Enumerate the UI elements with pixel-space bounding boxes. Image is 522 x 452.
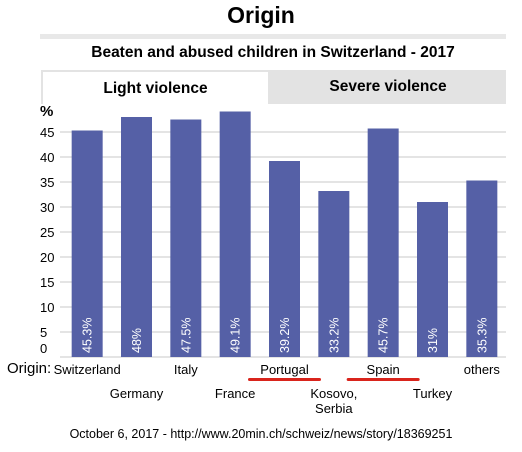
- tab-light-violence[interactable]: Light violence: [41, 70, 270, 104]
- y-tick-label: 0: [40, 341, 47, 356]
- x-category-label: Spain: [367, 362, 400, 377]
- x-category-label: others: [464, 362, 501, 377]
- x-category-label: France: [215, 386, 255, 401]
- x-category-label: Germany: [110, 386, 164, 401]
- y-tick-label: 40: [40, 150, 54, 165]
- bar-value-label: 47.5%: [179, 318, 193, 353]
- x-category-label: Switzerland: [54, 362, 121, 377]
- source-footer: October 6, 2017 - http://www.20min.ch/sc…: [69, 427, 453, 441]
- x-category-label: Serbia: [315, 401, 353, 416]
- title-divider: [40, 34, 506, 39]
- bar-value-label: 45.7%: [377, 318, 391, 353]
- y-tick-label: 45: [40, 125, 54, 140]
- x-category-label: Italy: [174, 362, 198, 377]
- bar-value-label: 39.2%: [278, 318, 292, 353]
- y-tick-label: 35: [40, 175, 54, 190]
- y-tick-label: 30: [40, 200, 54, 215]
- x-category-label: Turkey: [413, 386, 453, 401]
- bar: [121, 117, 152, 357]
- y-tick-label: 10: [40, 300, 54, 315]
- tab-severe-violence[interactable]: Severe violence: [270, 70, 506, 104]
- bar-value-label: 48%: [130, 328, 144, 353]
- y-tick-label: 25: [40, 225, 54, 240]
- bar: [71, 130, 103, 357]
- chart-title: Origin: [227, 2, 295, 28]
- bar: [170, 119, 202, 357]
- bar-value-label: 35.3%: [475, 318, 489, 353]
- x-axis-prefix-label: Origin:: [7, 360, 52, 377]
- bar: [367, 128, 399, 357]
- bar-value-label: 33.2%: [327, 318, 341, 353]
- bar: [219, 111, 251, 357]
- y-axis-unit-label: %: [40, 103, 54, 120]
- bar: [269, 161, 300, 357]
- chart-subtitle: Beaten and abused children in Switzerlan…: [91, 44, 455, 61]
- bar: [318, 191, 350, 357]
- bar-value-label: 45.3%: [81, 318, 95, 353]
- x-category-label: Kosovo,: [310, 386, 357, 401]
- y-tick-label: 15: [40, 275, 54, 290]
- bar: [466, 180, 498, 357]
- bar: [417, 202, 448, 357]
- y-tick-label: 5: [40, 325, 47, 340]
- bar-value-label: 31%: [426, 328, 440, 353]
- x-category-label: Portugal: [260, 362, 309, 377]
- y-tick-label: 20: [40, 250, 54, 265]
- bar-value-label: 49.1%: [229, 318, 243, 353]
